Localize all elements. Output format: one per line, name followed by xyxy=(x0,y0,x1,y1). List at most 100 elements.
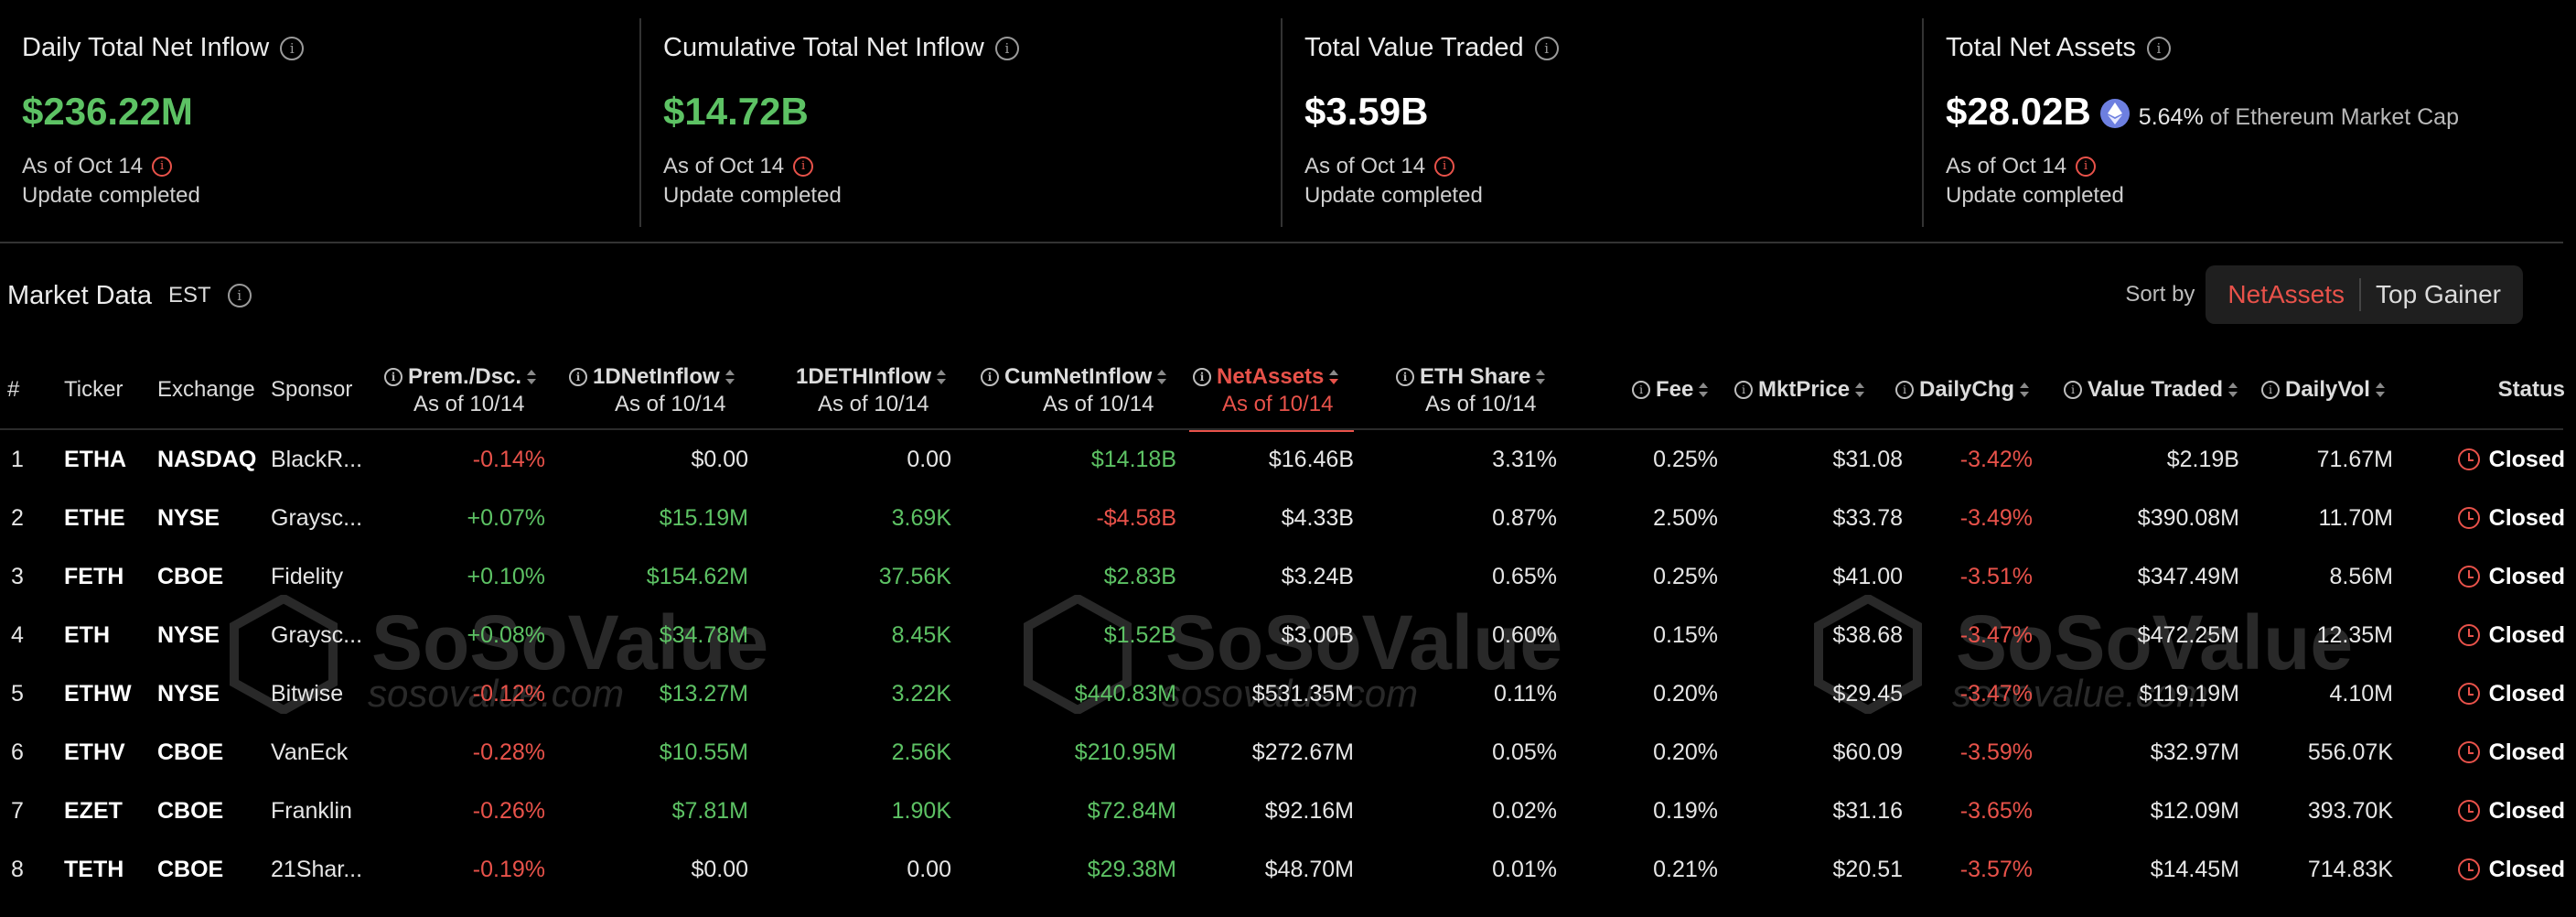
table-row[interactable]: 1 ETHA NASDAQ BlackR... -0.14% $0.00 0.00 $14.1… xyxy=(0,430,2576,489)
column-header-cum-net-inflow[interactable]: i CumNetInflow As of 10/14 xyxy=(981,359,1182,430)
cell-mktprice: $29.45 xyxy=(1832,681,1903,707)
sort-netassets-button[interactable]: NetAssets xyxy=(2227,280,2345,308)
cell-fee: 2.50% xyxy=(1653,505,1718,531)
info-icon[interactable]: i xyxy=(1396,368,1414,386)
cell-status: Closed xyxy=(2457,547,2565,606)
cell-inflow: $154.62M xyxy=(646,564,748,589)
cell-ticker[interactable]: ETHE xyxy=(64,505,125,531)
cell-num: 7 xyxy=(11,798,24,824)
sort-icon[interactable] xyxy=(1157,368,1167,386)
cell-cuminflow: $1.52B xyxy=(1103,622,1176,648)
info-icon[interactable]: i xyxy=(1632,381,1650,399)
cell-status: Closed xyxy=(2457,782,2565,840)
cell-dailychg: -3.59% xyxy=(1959,739,2033,765)
cell-num: 5 xyxy=(11,681,24,707)
cell-fee: 0.25% xyxy=(1653,447,1718,472)
info-icon[interactable]: i xyxy=(2076,156,2097,177)
cell-ethinflow: 37.56K xyxy=(878,564,951,589)
cell-ethshare: 0.87% xyxy=(1492,505,1557,531)
cell-ticker[interactable]: ETH xyxy=(64,622,110,648)
cell-prem: +0.10% xyxy=(467,564,546,589)
status-text: Closed xyxy=(2488,564,2565,589)
info-icon[interactable]: i xyxy=(994,36,1019,60)
sort-icon[interactable] xyxy=(527,368,537,386)
divider xyxy=(639,18,641,227)
sort-toggle: NetAssets Top Gainer xyxy=(2206,265,2523,324)
cell-ticker[interactable]: FETH xyxy=(64,564,124,589)
cell-dailyvol: 11.70M xyxy=(2318,505,2393,531)
table-header: # Ticker Exchange Sponsor i Prem./Dsc. As… xyxy=(0,359,2576,432)
cell-valuetraded: $119.19M xyxy=(2139,681,2239,707)
column-header-eth-share[interactable]: i ETH Share As of 10/14 xyxy=(1396,359,1561,430)
info-icon[interactable]: i xyxy=(1434,156,1455,177)
info-icon[interactable]: i xyxy=(384,368,402,386)
table-row[interactable]: 7 EZET CBOE Franklin -0.26% $7.81M 1.90K $72.84… xyxy=(0,782,2576,840)
column-header-prem[interactable]: i Prem./Dsc. As of 10/14 xyxy=(384,359,549,430)
stat-as-of: As of Oct 14 xyxy=(1304,154,1426,178)
table-row[interactable]: 6 ETHV CBOE VanEck -0.28% $10.55M 2.56K $210.95… xyxy=(0,723,2576,782)
info-icon[interactable]: i xyxy=(1534,36,1559,60)
cell-num: 6 xyxy=(11,739,24,765)
cell-num: 2 xyxy=(11,505,24,531)
info-icon[interactable]: i xyxy=(1193,368,1211,386)
stat-title: Total Value Traded xyxy=(1304,33,1524,62)
column-header-1d-eth-inflow[interactable]: 1DETHInflow As of 10/14 xyxy=(796,359,961,430)
info-icon[interactable]: i xyxy=(2064,381,2082,399)
table-row[interactable]: 4 ETH NYSE Graysc... +0.08% $34.78M 8.45K $1.52… xyxy=(0,606,2576,664)
divider xyxy=(2359,278,2362,311)
market-cap-percent: 5.64% xyxy=(2138,104,2204,130)
info-icon[interactable]: i xyxy=(2146,36,2171,60)
info-icon[interactable]: i xyxy=(1734,381,1753,399)
info-icon[interactable]: i xyxy=(1895,381,1914,399)
column-header-1d-net-inflow[interactable]: i 1DNetInflow As of 10/14 xyxy=(569,359,752,430)
info-icon[interactable]: i xyxy=(793,156,814,177)
table-row[interactable]: 2 ETHE NYSE Graysc... +0.07% $15.19M 3.69K -$4.… xyxy=(0,489,2576,547)
clock-icon xyxy=(2457,800,2480,822)
cell-mktprice: $20.51 xyxy=(1832,857,1903,882)
cell-ticker[interactable]: ETHA xyxy=(64,447,127,472)
info-icon[interactable]: i xyxy=(280,36,305,60)
cell-ethshare: 3.31% xyxy=(1492,447,1557,472)
sort-icon[interactable] xyxy=(1855,381,1865,399)
cell-inflow: $7.81M xyxy=(671,798,748,824)
sort-icon[interactable] xyxy=(2228,381,2238,399)
cell-ticker[interactable]: TETH xyxy=(64,857,124,882)
table-row[interactable]: 8 TETH CBOE 21Shar... -0.19% $0.00 0.00 $29.38M… xyxy=(0,840,2576,899)
sort-icon[interactable] xyxy=(2375,381,2386,399)
cell-netassets: $3.24B xyxy=(1281,564,1354,589)
info-icon[interactable]: i xyxy=(981,368,999,386)
sort-icon[interactable] xyxy=(937,368,947,386)
sort-icon[interactable] xyxy=(1699,381,1709,399)
cell-inflow: $0.00 xyxy=(691,857,748,882)
cell-ticker[interactable]: ETHW xyxy=(64,681,132,707)
cell-ticker[interactable]: EZET xyxy=(64,798,123,824)
table-row[interactable]: 3 FETH CBOE Fidelity +0.10% $154.62M 37.56K $2.… xyxy=(0,547,2576,606)
info-icon[interactable]: i xyxy=(227,284,252,307)
cell-dailyvol: 556.07K xyxy=(2307,739,2393,765)
clock-icon xyxy=(2457,624,2480,646)
info-icon[interactable]: i xyxy=(569,368,587,386)
cell-netassets: $16.46B xyxy=(1268,447,1354,472)
info-icon[interactable]: i xyxy=(152,156,173,177)
sort-icon[interactable] xyxy=(1329,368,1339,386)
stat-as-of: As of Oct 14 xyxy=(22,154,144,178)
cell-ethshare: 0.01% xyxy=(1492,857,1557,882)
cell-prem: -0.26% xyxy=(472,798,545,824)
info-icon[interactable]: i xyxy=(2261,381,2280,399)
cell-fee: 0.19% xyxy=(1653,798,1718,824)
cell-fee: 0.20% xyxy=(1653,739,1718,765)
sort-top-gainer-button[interactable]: Top Gainer xyxy=(2376,280,2501,308)
table-row[interactable]: 5 ETHW NYSE Bitwise -0.12% $13.27M 3.22K $440.8… xyxy=(0,664,2576,723)
sort-icon[interactable] xyxy=(724,368,735,386)
column-header-net-assets[interactable]: i NetAssets As of 10/14 xyxy=(1189,359,1354,432)
cell-exchange: CBOE xyxy=(157,857,224,882)
cell-status: Closed xyxy=(2457,606,2565,664)
cell-ticker[interactable]: ETHV xyxy=(64,739,125,765)
sort-icon[interactable] xyxy=(2020,381,2030,399)
stat-update-status: Update completed xyxy=(22,183,200,208)
sort-icon[interactable] xyxy=(1536,368,1546,386)
cell-prem: -0.14% xyxy=(472,447,545,472)
cell-exchange: NYSE xyxy=(157,505,220,531)
cell-mktprice: $33.78 xyxy=(1832,505,1903,531)
stat-as-of: As of Oct 14 xyxy=(1946,154,2067,178)
